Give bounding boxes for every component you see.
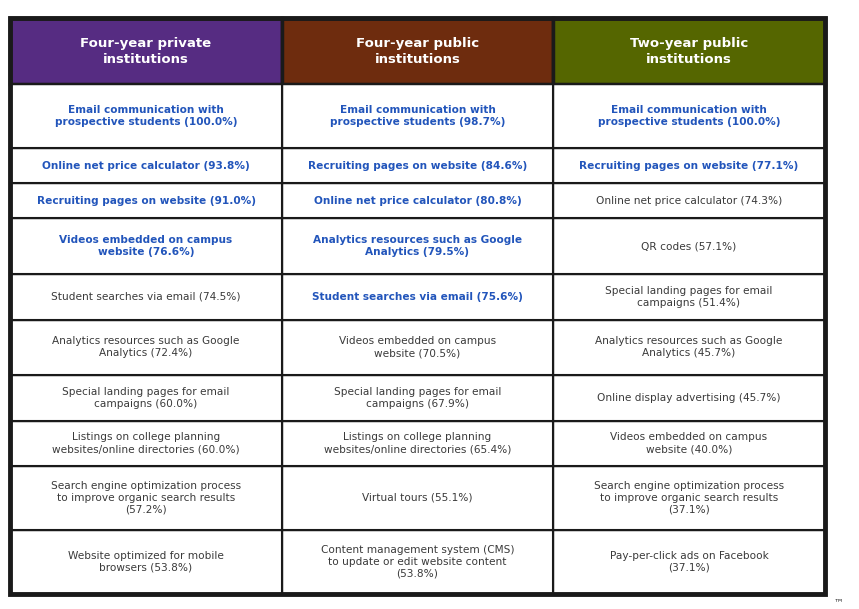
Text: Special landing pages for email
campaigns (60.0%): Special landing pages for email campaign… [63,387,229,409]
Bar [10,530,282,594]
Bar [553,530,825,594]
Text: Student searches via email (74.5%): Student searches via email (74.5%) [52,292,241,302]
Text: Recruiting pages on website (91.0%): Recruiting pages on website (91.0%) [37,196,255,206]
Bar [553,421,825,466]
Text: QR codes (57.1%): QR codes (57.1%) [642,241,736,252]
Bar [10,421,282,466]
Bar [10,219,282,274]
Bar [10,466,282,530]
Text: Content management system (CMS)
to update or edit website content
(53.8%): Content management system (CMS) to updat… [320,545,515,579]
Bar [553,219,825,274]
Bar [553,183,825,219]
Text: Four-year public
institutions: Four-year public institutions [356,37,479,66]
Bar [10,183,282,219]
Text: ™: ™ [833,597,843,607]
Text: Special landing pages for email
campaigns (51.4%): Special landing pages for email campaign… [606,286,772,308]
Text: Special landing pages for email
campaigns (67.9%): Special landing pages for email campaign… [334,387,501,409]
Bar [10,375,282,421]
Bar [10,85,282,149]
Bar [553,149,825,183]
Text: Analytics resources such as Google
Analytics (79.5%): Analytics resources such as Google Analy… [313,235,522,258]
Bar [282,18,553,85]
Text: Search engine optimization process
to improve organic search results
(37.1%): Search engine optimization process to im… [594,481,784,515]
Text: Student searches via email (75.6%): Student searches via email (75.6%) [312,292,523,302]
Bar [282,375,553,421]
Bar [553,18,825,85]
Text: Website optimized for mobile
browsers (53.8%): Website optimized for mobile browsers (5… [68,551,224,573]
Text: Virtual tours (55.1%): Virtual tours (55.1%) [362,493,472,503]
Bar [553,85,825,149]
Text: Pay-per-click ads on Facebook
(37.1%): Pay-per-click ads on Facebook (37.1%) [610,551,768,573]
Text: Recruiting pages on website (84.6%): Recruiting pages on website (84.6%) [308,161,527,171]
Text: Videos embedded on campus
website (40.0%): Videos embedded on campus website (40.0%… [611,432,767,454]
Bar [282,85,553,149]
Text: Videos embedded on campus
website (70.5%): Videos embedded on campus website (70.5%… [339,336,496,358]
Bar [10,149,282,183]
Text: Email communication with
prospective students (100.0%): Email communication with prospective stu… [55,105,237,127]
Text: Two-year public
institutions: Two-year public institutions [630,37,748,66]
Bar [10,18,282,85]
Bar [10,274,282,320]
Text: Listings on college planning
websites/online directories (60.0%): Listings on college planning websites/on… [52,432,240,454]
Text: Analytics resources such as Google
Analytics (45.7%): Analytics resources such as Google Analy… [595,336,783,358]
Text: Four-year private
institutions: Four-year private institutions [81,37,211,66]
Bar [282,421,553,466]
Text: Online net price calculator (74.3%): Online net price calculator (74.3%) [596,196,782,206]
Bar [282,274,553,320]
Text: Search engine optimization process
to improve organic search results
(57.2%): Search engine optimization process to im… [51,481,241,515]
Bar [553,320,825,375]
Text: Recruiting pages on website (77.1%): Recruiting pages on website (77.1%) [579,161,799,171]
Bar [282,466,553,530]
Bar [553,375,825,421]
Text: Videos embedded on campus
website (76.6%): Videos embedded on campus website (76.6%… [59,235,233,258]
Bar [10,320,282,375]
Text: Listings on college planning
websites/online directories (65.4%): Listings on college planning websites/on… [324,432,511,454]
Text: Online display advertising (45.7%): Online display advertising (45.7%) [597,393,781,403]
Bar [282,219,553,274]
Bar [553,466,825,530]
Text: Online net price calculator (80.8%): Online net price calculator (80.8%) [314,196,521,206]
Bar [282,149,553,183]
Bar [282,530,553,594]
Bar [282,320,553,375]
Text: Analytics resources such as Google
Analytics (72.4%): Analytics resources such as Google Analy… [52,336,240,358]
Text: Email communication with
prospective students (100.0%): Email communication with prospective stu… [598,105,780,127]
Text: Online net price calculator (93.8%): Online net price calculator (93.8%) [42,161,250,171]
Bar [553,274,825,320]
Text: Email communication with
prospective students (98.7%): Email communication with prospective stu… [330,105,505,127]
Bar [282,183,553,219]
